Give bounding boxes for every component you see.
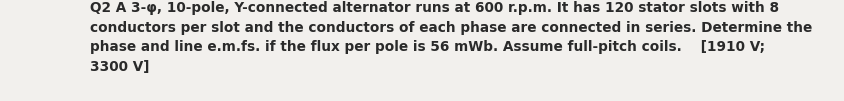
- Text: Q2 A 3-φ, 10-pole, Y-connected alternator runs at 600 r.p.m. It has 120 stator s: Q2 A 3-φ, 10-pole, Y-connected alternato…: [90, 1, 811, 74]
